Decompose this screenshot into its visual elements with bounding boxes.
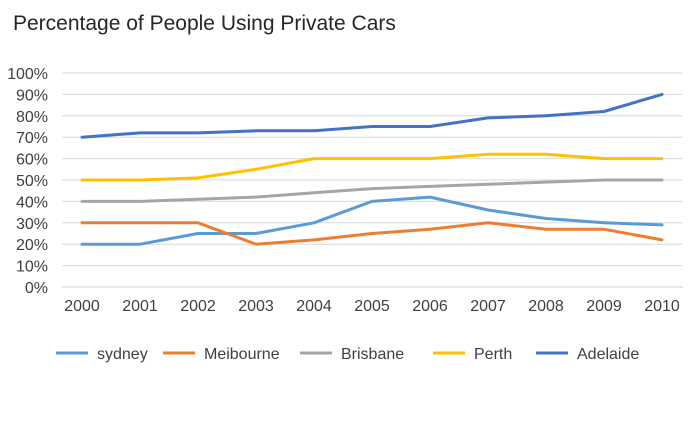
series-lines — [80, 92, 664, 246]
y-tick-label: 60% — [16, 152, 48, 169]
y-tick-label: 70% — [16, 130, 48, 147]
legend-label: Brisbane — [341, 346, 404, 363]
legend-label: sydney — [97, 346, 148, 363]
legend-label: Meibourne — [204, 346, 280, 363]
series-line-adelaide — [80, 92, 664, 139]
x-tick-label: 2000 — [64, 298, 100, 315]
series-line-sydney — [80, 195, 664, 246]
x-tick-label: 2003 — [238, 298, 274, 315]
y-tick-label: 10% — [16, 259, 48, 276]
y-axis-ticks: 0% 10% 20% 30% 40% 50% 60% 70% 80% 90% 100% — [7, 66, 48, 297]
legend: sydney Meibourne Brisbane Perth Adelaide — [56, 346, 639, 363]
x-tick-label: 2004 — [296, 298, 332, 315]
x-tick-label: 2002 — [180, 298, 216, 315]
gridlines — [62, 72, 683, 288]
x-axis-ticks: 2000 2001 2002 2003 2004 2005 2006 2007 2008 2009… — [64, 298, 680, 315]
x-tick-label: 2009 — [586, 298, 622, 315]
legend-label: Perth — [474, 346, 512, 363]
legend-label: Adelaide — [577, 346, 639, 363]
y-tick-label: 80% — [16, 109, 48, 126]
x-tick-label: 2001 — [122, 298, 158, 315]
x-tick-label: 2005 — [354, 298, 390, 315]
x-tick-label: 2008 — [528, 298, 564, 315]
series-line-brisbane — [80, 178, 664, 203]
x-tick-label: 2007 — [470, 298, 506, 315]
y-tick-label: 30% — [16, 216, 48, 233]
y-tick-label: 50% — [16, 173, 48, 190]
y-tick-label: 90% — [16, 87, 48, 104]
chart-title: Percentage of People Using Private Cars — [13, 12, 396, 35]
series-line-meibourne — [80, 221, 664, 246]
y-tick-label: 0% — [25, 280, 48, 297]
y-tick-label: 40% — [16, 194, 48, 211]
y-tick-label: 100% — [7, 66, 48, 83]
x-tick-label: 2010 — [644, 298, 680, 315]
series-line-perth — [80, 152, 664, 182]
x-tick-label: 2006 — [412, 298, 448, 315]
y-tick-label: 20% — [16, 237, 48, 254]
